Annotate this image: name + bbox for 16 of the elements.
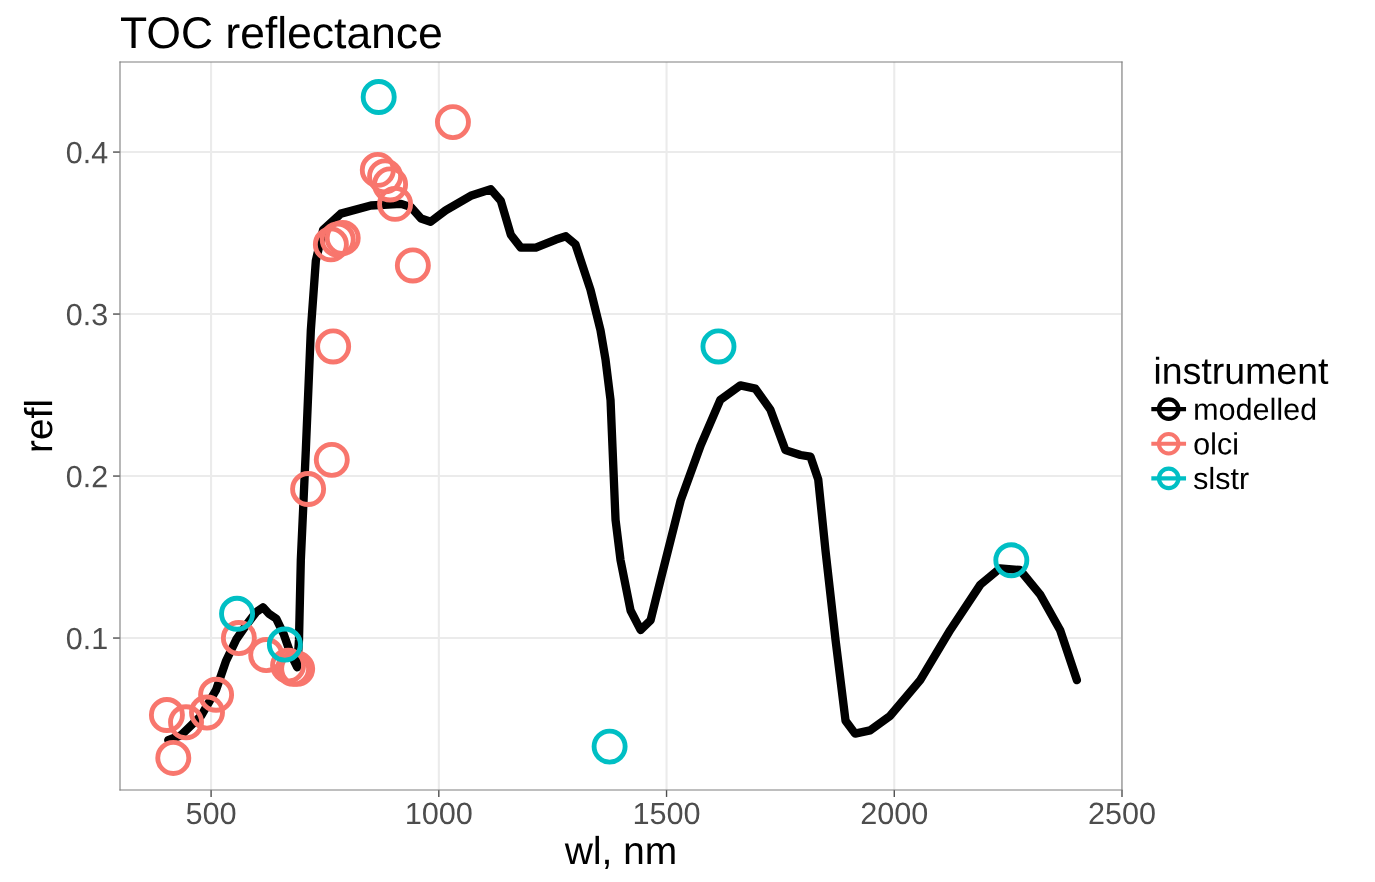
y-tick-label: 0.2 — [66, 465, 107, 488]
x-tick-label: 1500 — [634, 802, 700, 825]
legend-label: olci — [1194, 432, 1237, 455]
legend-title: instrument — [1155, 356, 1329, 385]
chart-title: TOC reflectance — [121, 15, 441, 49]
x-tick-label: 2000 — [861, 802, 928, 825]
x-axis-title: wl, nm — [564, 835, 675, 869]
x-tick-label: 1000 — [407, 802, 472, 825]
x-tick-label: 2500 — [1089, 802, 1155, 825]
legend-label: modelled — [1195, 397, 1316, 421]
y-tick-label: 0.4 — [66, 141, 108, 164]
y-tick-label: 0.3 — [66, 303, 107, 326]
x-tick-label: 500 — [186, 802, 236, 825]
y-axis-title: refl — [23, 401, 53, 451]
legend-label: slstr — [1193, 466, 1249, 490]
y-tick-label: 0.1 — [66, 627, 107, 650]
